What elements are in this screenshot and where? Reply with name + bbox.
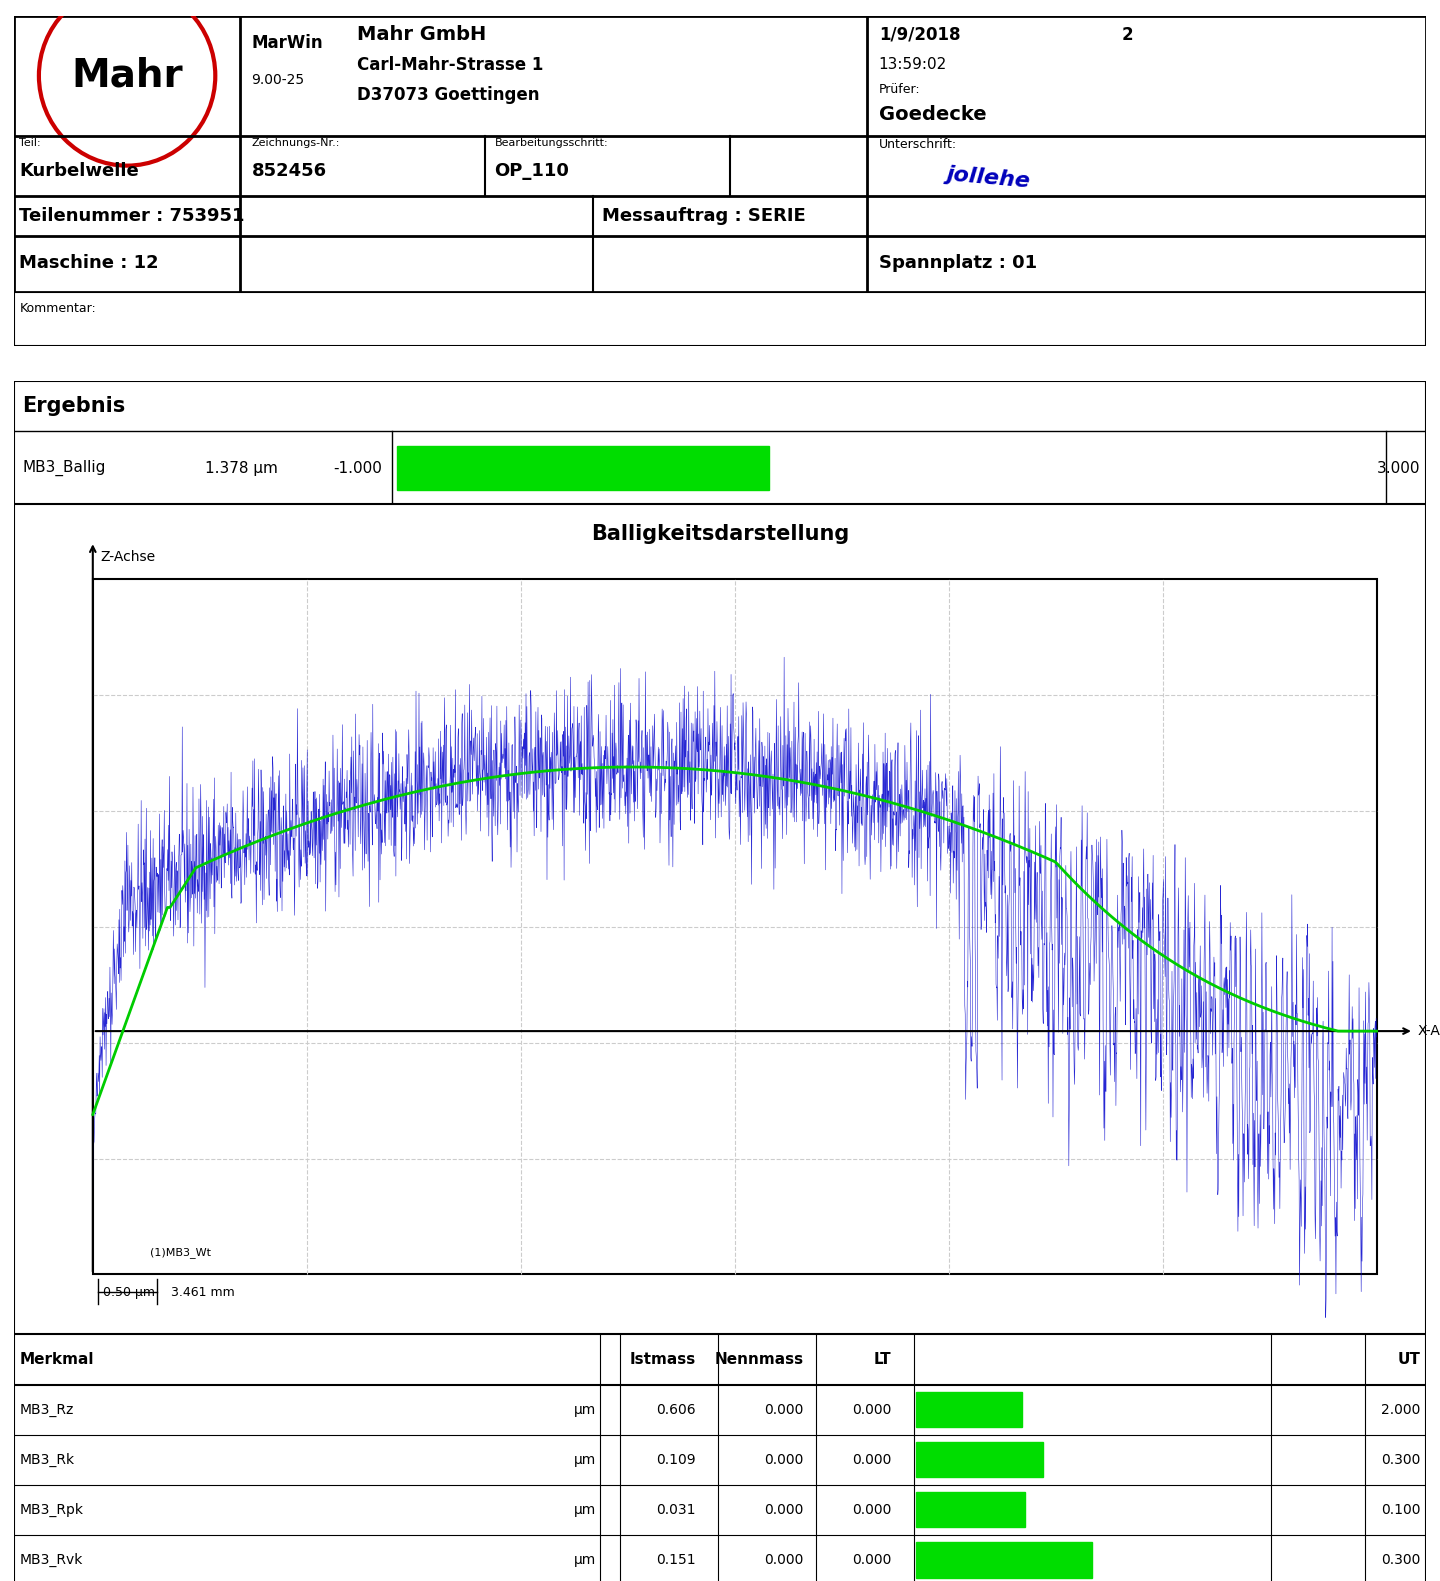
Text: 0.000: 0.000 (852, 1453, 891, 1467)
Text: Balligkeitsdarstellung: Balligkeitsdarstellung (590, 525, 850, 544)
Text: Z-Achse: Z-Achse (101, 550, 156, 564)
Text: µm: µm (575, 1504, 596, 1516)
Text: 3.461 mm: 3.461 mm (171, 1285, 235, 1300)
Text: LT: LT (874, 1352, 891, 1368)
Bar (916, 1543, 1093, 1578)
Text: 0.606: 0.606 (655, 1402, 696, 1417)
Text: Mahr GmbH: Mahr GmbH (357, 25, 487, 44)
Text: MB3_Rz: MB3_Rz (19, 1402, 73, 1417)
Text: 0.000: 0.000 (765, 1553, 804, 1567)
Text: Zeichnungs-Nr.:: Zeichnungs-Nr.: (252, 138, 340, 147)
Bar (92, 579, 1377, 1274)
Text: X-Achse: X-Achse (1418, 1024, 1440, 1039)
Text: Bearbeitungsschritt:: Bearbeitungsschritt: (494, 138, 608, 147)
Text: Carl-Mahr-Strasse 1: Carl-Mahr-Strasse 1 (357, 55, 544, 74)
Text: 0.000: 0.000 (852, 1553, 891, 1567)
Text: 13:59:02: 13:59:02 (878, 57, 948, 73)
Text: 0.031: 0.031 (657, 1504, 696, 1516)
Text: 0.000: 0.000 (852, 1504, 891, 1516)
Text: µm: µm (575, 1553, 596, 1567)
Text: 0.300: 0.300 (1381, 1453, 1421, 1467)
Text: 0.109: 0.109 (655, 1453, 696, 1467)
Text: µm: µm (575, 1402, 596, 1417)
Text: 2: 2 (1122, 25, 1133, 44)
Bar (916, 1391, 1022, 1428)
Text: (1)MB3_Wt: (1)MB3_Wt (150, 1247, 210, 1258)
Text: Maschine : 12: Maschine : 12 (19, 253, 158, 272)
Text: 0.000: 0.000 (765, 1504, 804, 1516)
Bar (916, 1492, 1025, 1527)
Text: Prüfer:: Prüfer: (878, 84, 920, 96)
Text: Mahr: Mahr (72, 57, 183, 95)
Text: 0.300: 0.300 (1381, 1553, 1421, 1567)
Bar (916, 1442, 1043, 1477)
Text: Unterschrift:: Unterschrift: (878, 138, 958, 152)
Text: MarWin: MarWin (252, 33, 323, 52)
Text: 0.100: 0.100 (1381, 1504, 1421, 1516)
Bar (396, 446, 769, 490)
Text: MB3_Ballig: MB3_Ballig (22, 460, 105, 476)
Text: D37073 Goettingen: D37073 Goettingen (357, 85, 540, 104)
Text: MB3_Rpk: MB3_Rpk (19, 1504, 84, 1516)
Text: -1.000: -1.000 (333, 460, 382, 476)
Text: 0.000: 0.000 (765, 1402, 804, 1417)
Text: UT: UT (1398, 1352, 1421, 1368)
Text: 1.378 µm: 1.378 µm (206, 460, 278, 476)
Text: 0.50 µm: 0.50 µm (102, 1285, 154, 1300)
Text: jollehe: jollehe (946, 164, 1031, 191)
Text: 852456: 852456 (252, 161, 327, 180)
Text: Istmass: Istmass (629, 1352, 696, 1368)
Text: MB3_Rvk: MB3_Rvk (19, 1553, 82, 1567)
Text: µm: µm (575, 1453, 596, 1467)
Text: Teil:: Teil: (19, 138, 40, 147)
Text: Teilenummer : 753951: Teilenummer : 753951 (19, 207, 245, 225)
Text: 9.00-25: 9.00-25 (252, 73, 305, 87)
Text: MB3_Rk: MB3_Rk (19, 1453, 75, 1467)
Text: Ergebnis: Ergebnis (22, 397, 125, 416)
Text: 3.000: 3.000 (1377, 460, 1421, 476)
Text: Nennmass: Nennmass (714, 1352, 804, 1368)
Text: OP_110: OP_110 (494, 161, 569, 180)
Text: Goedecke: Goedecke (878, 106, 986, 125)
Text: Merkmal: Merkmal (19, 1352, 94, 1368)
Text: 0.000: 0.000 (765, 1453, 804, 1467)
Text: Kurbelwelle: Kurbelwelle (19, 161, 140, 180)
Text: 0.000: 0.000 (852, 1402, 891, 1417)
Text: Spannplatz : 01: Spannplatz : 01 (878, 253, 1037, 272)
Text: Kommentar:: Kommentar: (19, 302, 96, 315)
Text: 1/9/2018: 1/9/2018 (878, 25, 960, 44)
Text: 2.000: 2.000 (1381, 1402, 1421, 1417)
Text: 0.151: 0.151 (655, 1553, 696, 1567)
Text: Messauftrag : SERIE: Messauftrag : SERIE (602, 207, 806, 225)
